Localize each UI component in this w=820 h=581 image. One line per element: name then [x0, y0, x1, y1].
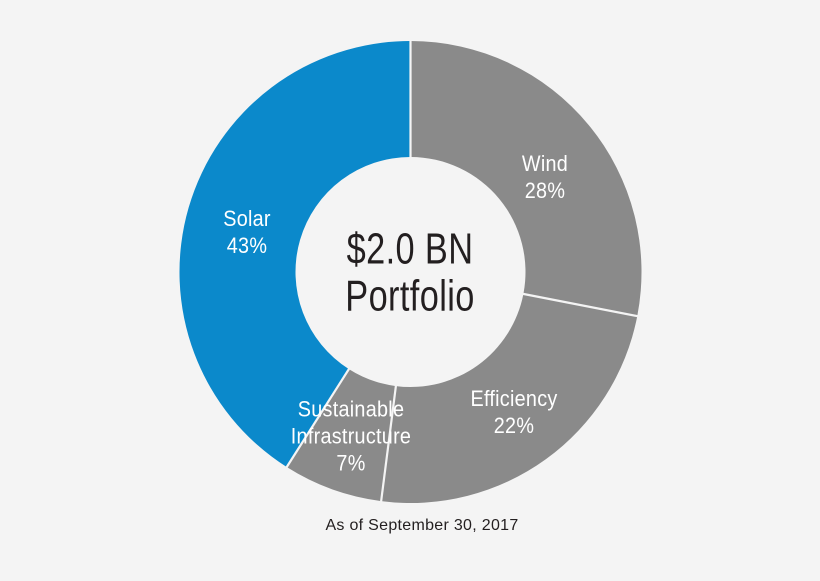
segment-label-sustainable-infrastructure: Sustainable Infrastructure 7%: [290, 396, 412, 476]
donut-center-label: $2.0 BN Portfolio: [345, 226, 474, 319]
segment-wind: [410, 41, 642, 317]
segment-divider: [522, 292, 639, 318]
segment-divider: [379, 384, 398, 503]
segment-efficiency: [381, 293, 638, 504]
segment-divider: [285, 367, 351, 469]
segment-label-wind: Wind 28%: [521, 150, 569, 203]
segment-label-solar: Solar 43%: [223, 205, 271, 258]
segment-label-efficiency: Efficiency 22%: [470, 385, 558, 438]
portfolio-value: $2.0 BN: [346, 224, 474, 274]
portfolio-word: Portfolio: [345, 271, 475, 320]
segment-sustainable-infrastructure: [286, 369, 396, 502]
segment-solar: [179, 41, 411, 468]
footnote: As of September 30, 2017: [325, 517, 519, 534]
